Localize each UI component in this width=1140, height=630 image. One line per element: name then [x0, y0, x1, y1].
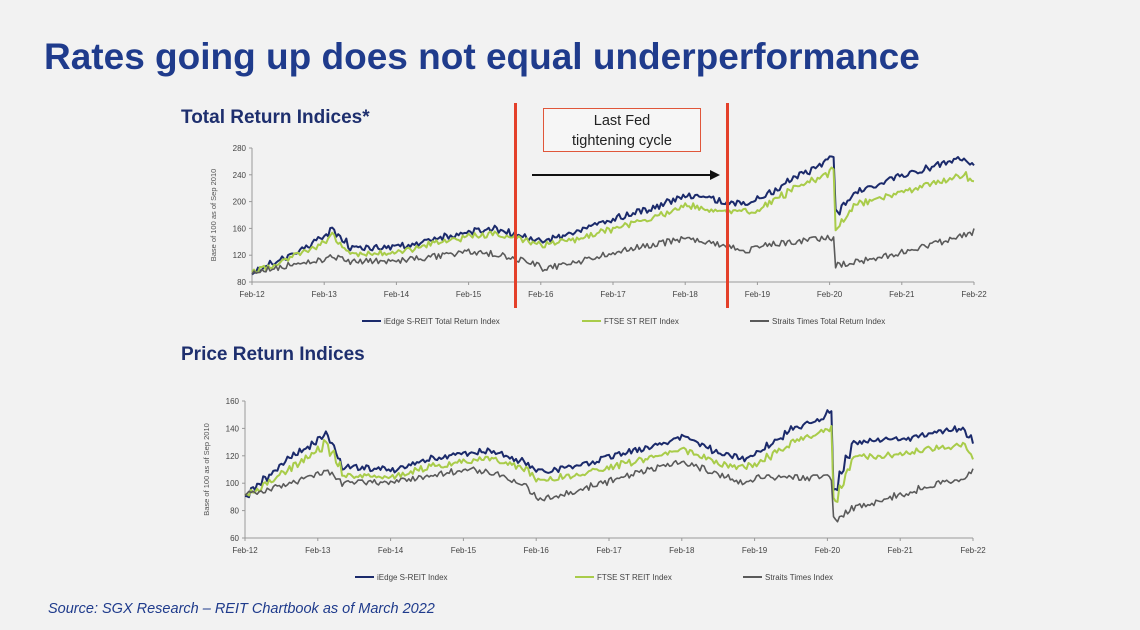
fed-cycle-end-line [726, 103, 729, 308]
y-tick-label: 100 [226, 479, 240, 488]
x-tick-label: Feb-13 [312, 290, 338, 299]
legend-label-1: iEdge S-REIT Index [377, 573, 448, 582]
x-tick-label: Feb-14 [378, 546, 404, 555]
x-tick-label: Feb-15 [456, 290, 482, 299]
x-tick-label: Feb-19 [742, 546, 768, 555]
x-tick-label: Feb-17 [600, 290, 626, 299]
fed-cycle-arrow [532, 170, 720, 180]
chart2-title: Price Return Indices [181, 344, 365, 365]
source-note: Source: SGX Research – REIT Chartbook as… [48, 601, 435, 617]
series-line-3 [251, 228, 975, 275]
x-tick-label: Feb-18 [673, 290, 699, 299]
y-tick-label: 60 [230, 534, 239, 543]
chart1-title: Total Return Indices* [181, 107, 370, 128]
x-tick-label: Feb-22 [960, 546, 986, 555]
y-tick-label: 80 [230, 507, 239, 516]
y-tick-label: 280 [233, 144, 247, 153]
y-tick-label: 120 [233, 251, 247, 260]
x-tick-label: Feb-21 [888, 546, 914, 555]
x-tick-label: Feb-18 [669, 546, 695, 555]
x-tick-label: Feb-13 [305, 546, 331, 555]
price-return-chart: 60 80 100 120 140 160 Base of 100 as of Sep 20… [202, 397, 986, 582]
x-tick-label: Feb-22 [961, 290, 987, 299]
x-tick-label: Feb-16 [528, 290, 554, 299]
x-tick-label: Feb-21 [889, 290, 915, 299]
x-tick-label: Feb-14 [384, 290, 410, 299]
x-tick-label: Feb-12 [232, 546, 258, 555]
y-axis-label: Base of 100 as of Sep 2010 [209, 169, 218, 262]
fed-cycle-annotation: Last Fed tightening cycle [543, 108, 701, 152]
y-axis-label: Base of 100 as of Sep 2010 [202, 423, 211, 516]
x-tick-label: Feb-17 [596, 546, 622, 555]
total-return-chart: 80 120 160 200 240 280 Base of 100 as of Sep 2… [209, 144, 987, 326]
legend-label-2: FTSE ST REIT Index [597, 573, 672, 582]
legend-label-1: iEdge S-REIT Total Return Index [384, 317, 500, 326]
x-tick-label: Feb-19 [745, 290, 771, 299]
y-tick-label: 200 [233, 198, 247, 207]
y-tick-label: 160 [233, 224, 247, 233]
slide-title: Rates going up does not equal underperfo… [44, 36, 920, 77]
x-tick-label: Feb-20 [817, 290, 843, 299]
series-line-1 [251, 155, 975, 276]
x-tick-label: Feb-20 [815, 546, 841, 555]
y-tick-label: 120 [226, 452, 240, 461]
series-line-2 [244, 425, 974, 503]
y-tick-label: 240 [233, 171, 247, 180]
fed-cycle-start-line [514, 103, 517, 308]
legend-label-3: Straits Times Index [765, 573, 833, 582]
legend-label-3: Straits Times Total Return Index [772, 317, 885, 326]
legend-label-2: FTSE ST REIT Index [604, 317, 679, 326]
y-tick-label: 140 [226, 424, 240, 433]
series-line-2 [251, 166, 975, 274]
x-tick-label: Feb-16 [524, 546, 550, 555]
annotation-line-2: tightening cycle [572, 133, 672, 149]
x-tick-label: Feb-12 [239, 290, 265, 299]
y-tick-label: 80 [237, 278, 246, 287]
y-tick-label: 160 [226, 397, 240, 406]
x-tick-label: Feb-15 [451, 546, 477, 555]
series-line-1 [244, 409, 974, 499]
annotation-line-1: Last Fed [593, 113, 651, 129]
series-line-3 [244, 459, 974, 523]
